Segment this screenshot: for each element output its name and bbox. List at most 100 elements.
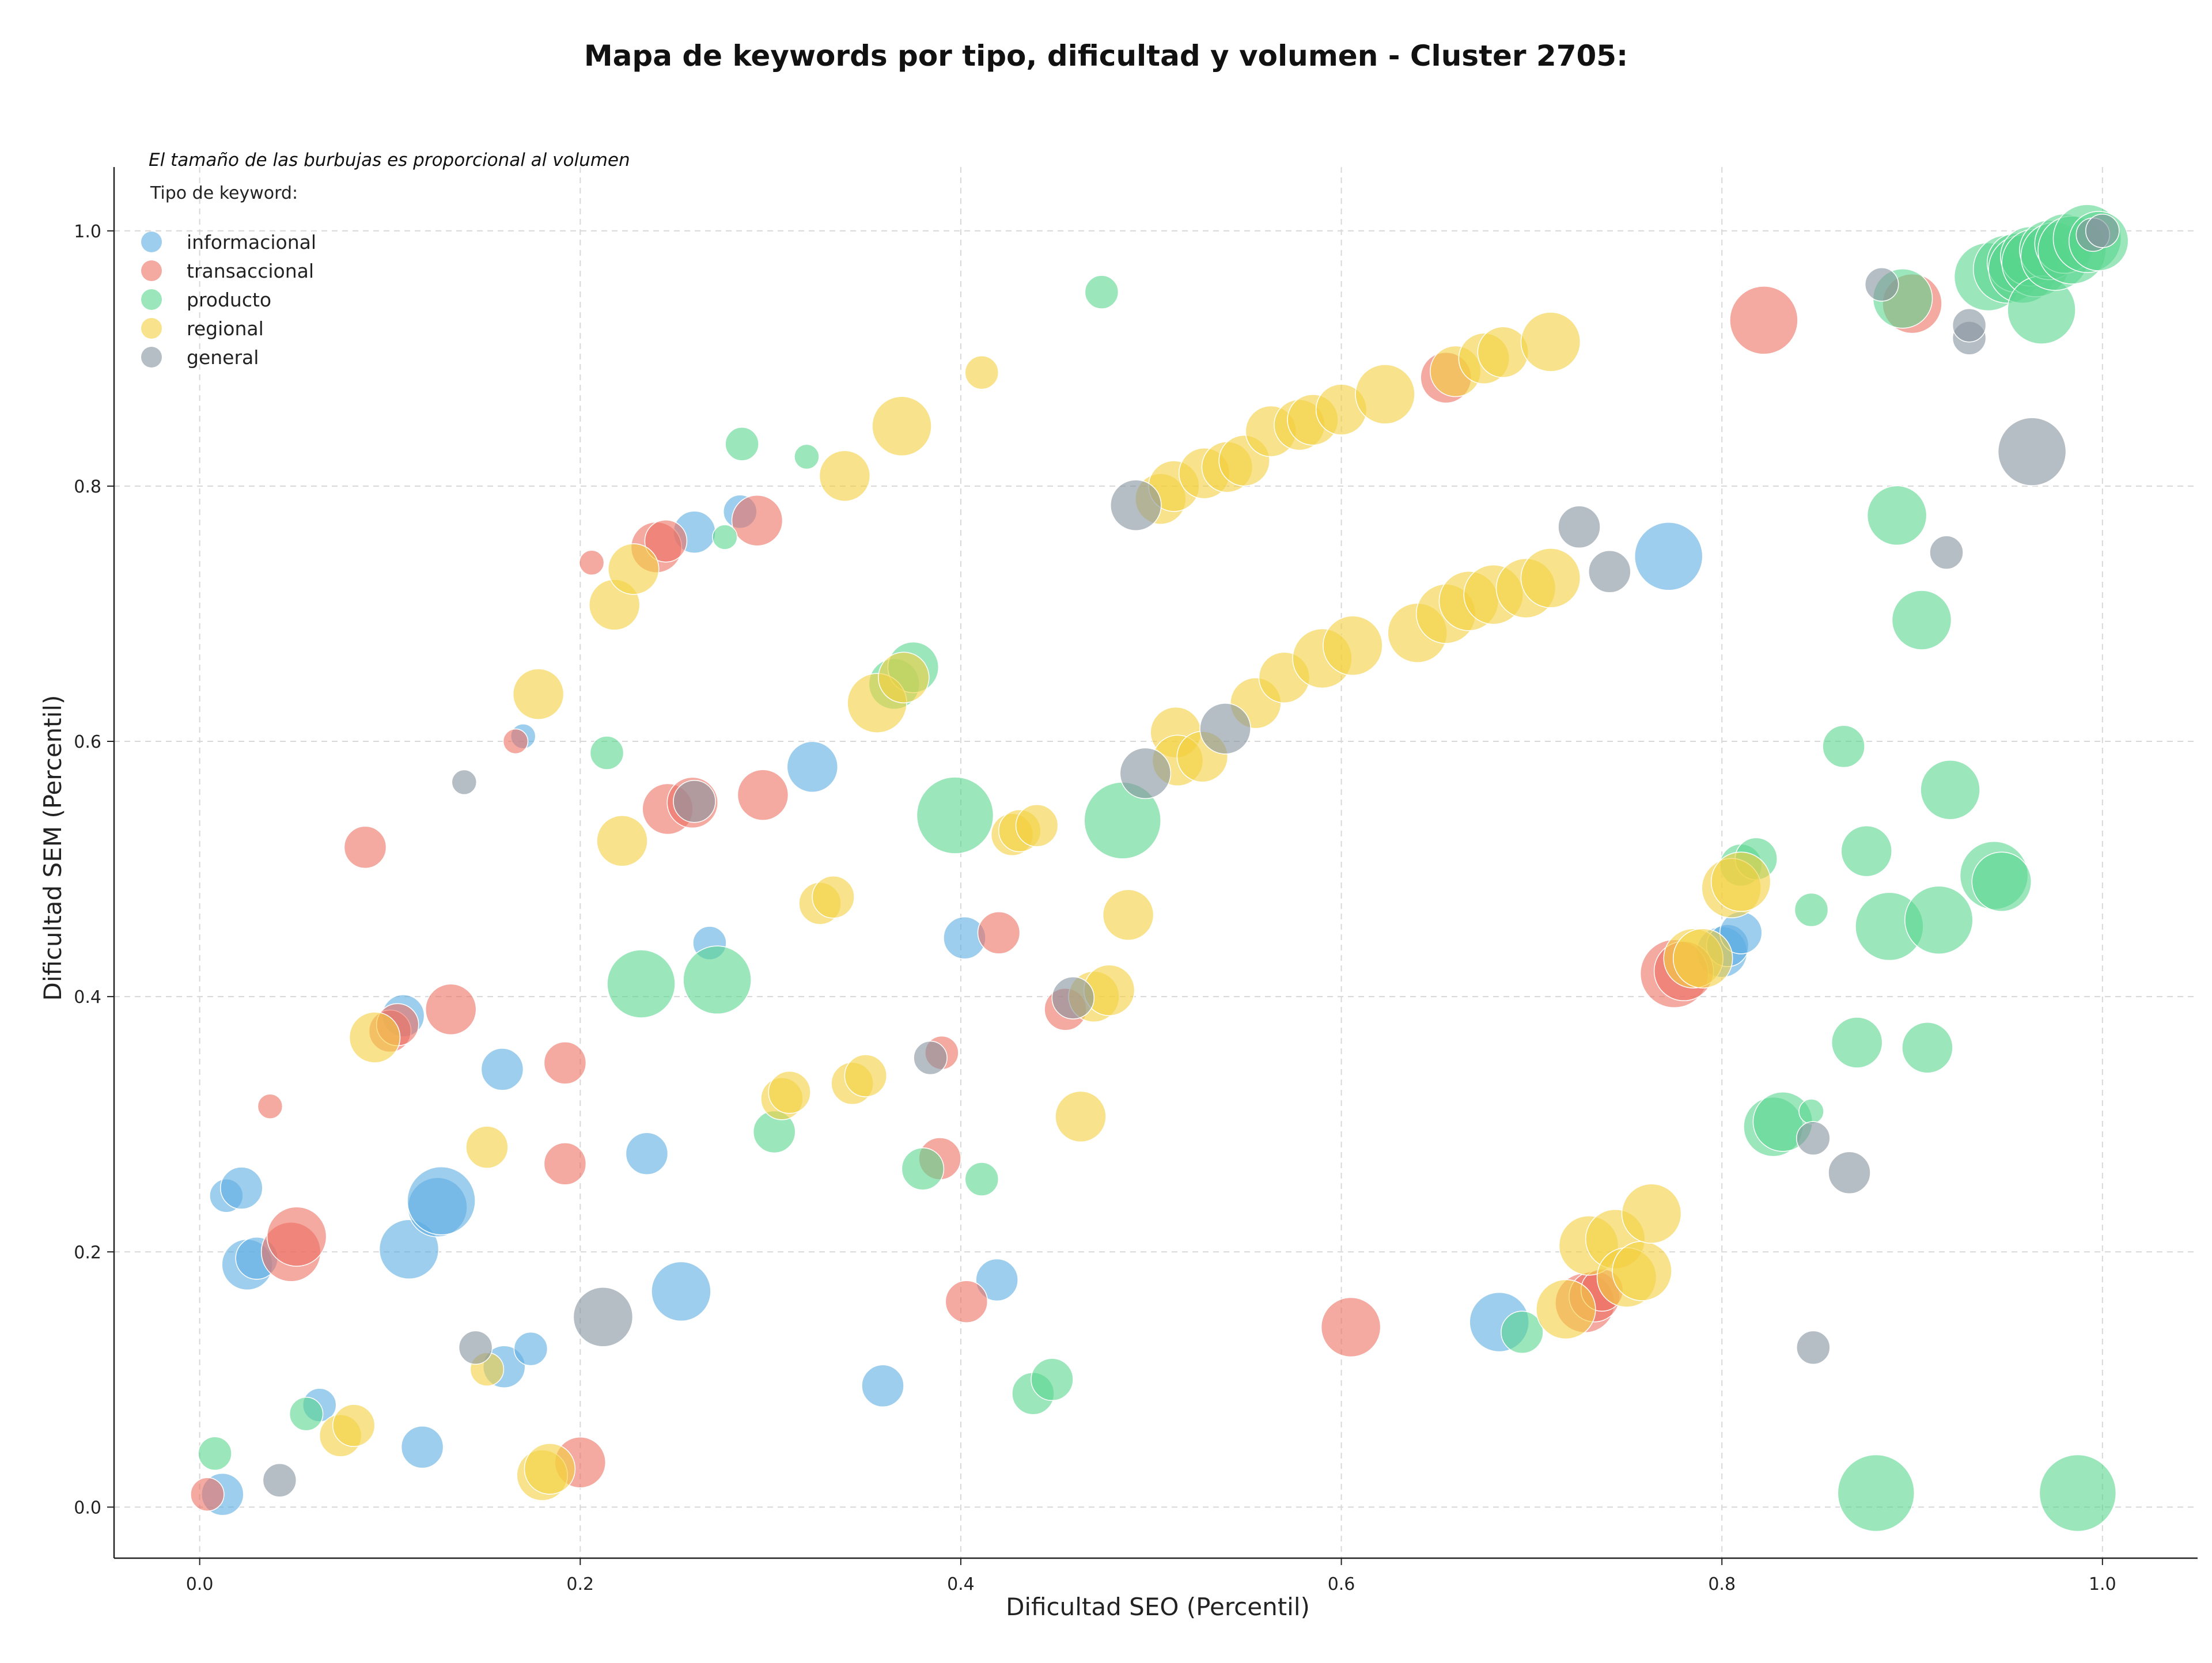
bubble-regional	[844, 1054, 888, 1097]
y-tick-label: 0.2	[74, 1242, 101, 1263]
bubble-general	[1952, 308, 1987, 343]
bubble-producto	[1831, 1017, 1883, 1069]
legend-label-transaccional: transaccional	[187, 260, 314, 282]
bubble-transaccional	[543, 1041, 587, 1085]
legend-marker-informacional	[141, 232, 162, 252]
bubble-producto	[725, 427, 759, 461]
bubble-regional	[1015, 804, 1059, 847]
bubble-general	[1929, 535, 1964, 570]
bubble-transaccional	[190, 1477, 225, 1512]
bubble-producto	[1920, 759, 1980, 820]
bubble-producto	[916, 776, 994, 854]
bubble-producto	[1501, 1310, 1544, 1354]
bubble-regional	[1477, 326, 1529, 378]
bubble-regional	[1710, 851, 1771, 912]
bubble-general	[451, 769, 478, 795]
bubble-producto	[2039, 1454, 2117, 1532]
bubble-regional	[524, 1443, 576, 1495]
bubble-producto	[1902, 1022, 1953, 1074]
x-tick-label: 0.2	[566, 1574, 594, 1594]
bubble-regional	[465, 1126, 509, 1169]
series-transaccional	[190, 273, 1942, 1512]
bubble-producto	[1031, 1358, 1074, 1401]
bubble-producto	[607, 949, 676, 1018]
bubble-regional	[1612, 1241, 1672, 1301]
bubble-informacional	[400, 1425, 444, 1469]
bubble-regional	[332, 1404, 376, 1447]
bubble-transaccional	[578, 550, 605, 576]
bubble-regional	[819, 450, 871, 502]
bubble-regional	[964, 355, 999, 390]
legend: Tipo de keyword: informacional transaccio…	[141, 183, 316, 369]
bubble-general	[1796, 1121, 1831, 1156]
bubble-informacional	[480, 1048, 524, 1091]
legend-marker-transaccional	[141, 260, 162, 281]
bubble-informacional	[651, 1261, 711, 1322]
legend-label-informacional: informacional	[187, 231, 316, 253]
bubble-producto	[1866, 485, 1927, 546]
bubble-informacional	[861, 1364, 904, 1408]
bubble-informacional	[786, 741, 839, 793]
bubble-producto	[712, 524, 738, 550]
bubble-producto	[1084, 275, 1119, 309]
legend-label-producto: producto	[187, 289, 271, 311]
bubble-regional	[878, 651, 930, 703]
series-regional	[319, 312, 1771, 1501]
bubble-informacional	[513, 1331, 548, 1366]
bubble-general	[1051, 976, 1095, 1020]
x-tick-label: 0.0	[186, 1574, 214, 1594]
chart-title: Mapa de keywords por tipo, dificultad y …	[584, 39, 1628, 73]
bubble-informacional	[378, 1219, 440, 1280]
bubble-transaccional	[425, 983, 477, 1036]
bubble-informacional	[1634, 522, 1703, 591]
bubble-regional	[1323, 615, 1383, 676]
bubble-regional	[1102, 889, 1154, 941]
bubble-general	[1864, 267, 1899, 302]
bubble-producto	[794, 444, 820, 470]
volume-annotation: El tamaño de las burbujas es proporciona…	[149, 150, 630, 171]
bubble-general	[1199, 703, 1251, 755]
bubble-producto	[1840, 825, 1892, 877]
bubble-regional	[872, 396, 932, 457]
bubble-general	[1828, 1151, 1871, 1195]
bubble-regional	[349, 1012, 401, 1063]
bubble-regional	[1520, 312, 1581, 372]
bubble-transaccional	[257, 1093, 283, 1119]
bubble-producto	[1891, 590, 1952, 650]
bubble-transaccional	[731, 494, 783, 547]
x-tick-label: 0.4	[947, 1574, 975, 1594]
y-axis-label: Dificultad SEM (Percentil)	[39, 695, 67, 1001]
bubble-producto	[1798, 1098, 1824, 1124]
series-general	[262, 214, 2120, 1498]
bubble-general	[262, 1463, 297, 1498]
bubble-regional	[1520, 548, 1581, 608]
legend-title: Tipo de keyword:	[150, 183, 298, 203]
bubble-producto	[589, 736, 624, 770]
bubble-producto	[901, 1147, 945, 1191]
bubble-regional	[812, 876, 855, 919]
bubble-regional	[596, 815, 648, 867]
bubble-transaccional	[945, 1280, 988, 1323]
bubble-producto	[289, 1396, 324, 1431]
y-tick-label: 1.0	[74, 222, 101, 242]
bubble-informacional	[975, 1258, 1018, 1302]
series-producto	[198, 204, 2129, 1532]
bubble-transaccional	[977, 911, 1021, 954]
bubble-transaccional	[502, 728, 529, 755]
bubble-general	[1558, 505, 1601, 549]
bubble-general	[1588, 550, 1631, 593]
y-tick-label: 0.6	[74, 732, 101, 752]
bubble-transaccional	[644, 519, 688, 563]
legend-label-regional: regional	[187, 317, 264, 340]
bubble-general	[673, 779, 716, 823]
bubble-regional	[1055, 1090, 1107, 1143]
legend-marker-regional	[141, 318, 162, 339]
bubble-transaccional	[737, 769, 789, 821]
bubble-informacional	[220, 1166, 263, 1210]
bubble-producto	[1971, 851, 2032, 912]
bubble-transaccional	[543, 1142, 587, 1185]
bubble-transaccional	[1729, 286, 1798, 355]
bubble-transaccional	[1320, 1297, 1381, 1358]
